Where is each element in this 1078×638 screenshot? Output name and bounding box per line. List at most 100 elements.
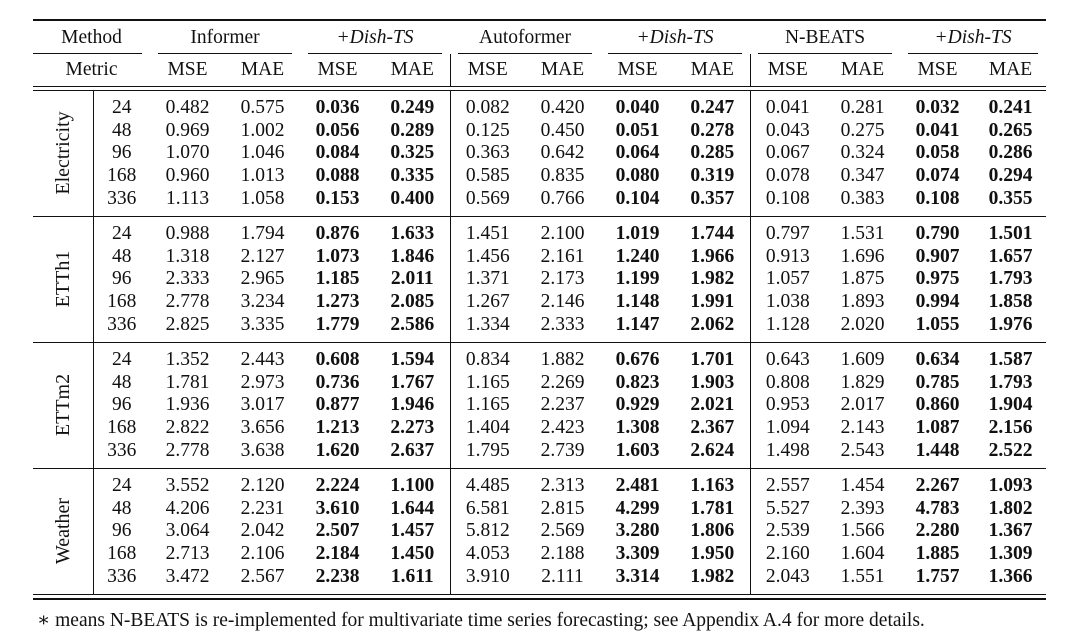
value-cell: 0.289 [390, 119, 435, 141]
table-row: ETTm2 24 1.352 2.443 0.608 1.594 0.834 1.882 0.6… [33, 341, 1047, 469]
metric-label: Metric [65, 59, 118, 80]
value-cell: 0.040 [600, 89, 676, 120]
value-cell: 0.676 [600, 341, 676, 372]
table-row: 48 1.781 2.973 0.736 1.767 1.165 2.269 0.823 1.9… [33, 371, 1046, 395]
value-cell: 1.767 [390, 371, 435, 393]
table-row: Electricity 24 0.482 0.575 0.036 0.249 0.082 0.… [33, 89, 1047, 217]
value-cell: 0.736 [315, 371, 360, 393]
metric-header-row: Metric MSE MAE MSE MAE MSE MAE MSE MAE MSE MAE MSE… [33, 54, 1046, 87]
value-cell: 2.156 [988, 417, 1033, 439]
value-cell: 1.966 [690, 245, 735, 267]
dataset-label: Weather [33, 467, 94, 595]
value-cell: 4.206 [165, 497, 210, 519]
value-cell: 0.125 [449, 119, 526, 143]
value-cell: 4.783 [915, 497, 960, 519]
value-cell: 0.084 [315, 142, 360, 164]
column-group-header: +Dish-TS [300, 19, 451, 55]
value-cell: 0.051 [615, 119, 660, 141]
value-cell: 3.656 [240, 417, 285, 439]
metric-header-mae: MAE [540, 59, 585, 80]
value-cell: 2.539 [749, 520, 826, 543]
value-cell: 2.173 [540, 268, 585, 290]
value-cell: 1.882 [525, 341, 601, 372]
horizon-cell: 96 [112, 268, 132, 290]
method-label: Method [33, 19, 151, 55]
horizon-cell: 24 [93, 215, 151, 246]
value-cell: 1.795 [449, 439, 526, 469]
value-cell: 1.367 [988, 520, 1033, 542]
double-rule [33, 86, 1047, 91]
value-cell: 0.420 [525, 89, 601, 120]
value-cell: 1.701 [675, 341, 751, 372]
value-cell: 2.825 [165, 313, 210, 335]
value-cell: 0.082 [449, 89, 526, 120]
horizon-cell: 168 [107, 291, 137, 313]
value-cell: 1.551 [840, 565, 885, 587]
value-cell: 2.043 [749, 565, 826, 595]
value-cell: 1.055 [915, 313, 960, 335]
value-cell: 0.877 [315, 394, 360, 416]
value-cell: 1.038 [749, 290, 826, 314]
value-cell: 0.080 [615, 165, 660, 187]
value-cell: 0.325 [390, 142, 435, 164]
horizon-cell: 48 [112, 119, 132, 141]
value-cell: 0.275 [840, 119, 885, 141]
value-cell: 2.567 [240, 565, 285, 587]
horizon-cell: 168 [107, 542, 137, 564]
bottom-rule-thick [33, 597, 1047, 601]
value-cell: 2.778 [165, 291, 210, 313]
value-cell: 1.456 [449, 245, 526, 269]
horizon-cell: 24 [93, 467, 151, 498]
value-cell: 1.875 [840, 268, 885, 290]
value-cell: 1.404 [449, 416, 526, 440]
value-cell: 1.087 [915, 417, 960, 439]
value-cell: 0.766 [540, 187, 585, 209]
metric-header-mse: MSE [317, 59, 358, 80]
horizon-cell: 336 [107, 565, 137, 587]
value-cell: 3.638 [240, 439, 285, 461]
value-cell: 0.319 [690, 165, 735, 187]
value-cell: 1.858 [988, 291, 1033, 313]
value-cell: 2.522 [988, 439, 1033, 461]
value-cell: 3.610 [315, 497, 360, 519]
value-cell: 1.093 [975, 467, 1047, 498]
value-cell: 3.280 [615, 520, 660, 542]
value-cell: 2.965 [240, 268, 285, 290]
value-cell: 0.355 [988, 187, 1033, 209]
value-cell: 1.604 [840, 542, 885, 564]
value-cell: 1.002 [240, 119, 285, 141]
value-cell: 2.280 [915, 520, 960, 542]
value-cell: 1.352 [150, 341, 226, 372]
value-cell: 1.308 [615, 417, 660, 439]
value-cell: 2.393 [840, 497, 885, 519]
value-cell: 0.575 [225, 89, 301, 120]
value-cell: 1.794 [225, 215, 301, 246]
table-row: 96 1.070 1.046 0.084 0.325 0.363 0.642 0.064 0.2… [33, 142, 1046, 165]
value-cell: 1.936 [165, 394, 210, 416]
value-cell: 0.634 [900, 341, 976, 372]
table-row: 336 2.778 3.638 1.620 2.637 1.795 2.739 1.603 2.… [33, 439, 1046, 469]
results-table: Method Informer +Dish-TS Autoformer +Dish-T… [33, 19, 1047, 601]
value-cell: 3.472 [165, 565, 210, 587]
value-cell: 1.019 [600, 215, 676, 246]
value-cell: 1.620 [315, 439, 360, 461]
metric-header-mae: MAE [988, 59, 1033, 80]
value-cell: 2.188 [540, 542, 585, 564]
results-table-container: Method Informer +Dish-TS Autoformer +Dish-T… [33, 19, 1047, 601]
table-row: 96 3.064 2.042 2.507 1.457 5.812 2.569 3.280 1.8… [33, 520, 1046, 543]
horizon-cell: 48 [112, 371, 132, 393]
value-cell: 1.213 [315, 417, 360, 439]
value-cell: 1.611 [390, 565, 434, 587]
value-cell: 0.104 [615, 187, 660, 209]
value-cell: 0.994 [915, 291, 960, 313]
value-cell: 1.165 [449, 371, 526, 395]
value-cell: 0.797 [749, 215, 826, 246]
value-cell: 2.543 [840, 439, 885, 461]
value-cell: 2.367 [690, 417, 735, 439]
method-header-row: Method Informer +Dish-TS Autoformer +Dish-T… [33, 19, 1047, 55]
column-group-header: +Dish-TS [900, 19, 1047, 55]
horizon-cell: 168 [107, 165, 137, 187]
value-cell: 3.017 [240, 394, 285, 416]
value-cell: 1.498 [749, 439, 826, 469]
value-cell: 2.333 [540, 313, 585, 335]
